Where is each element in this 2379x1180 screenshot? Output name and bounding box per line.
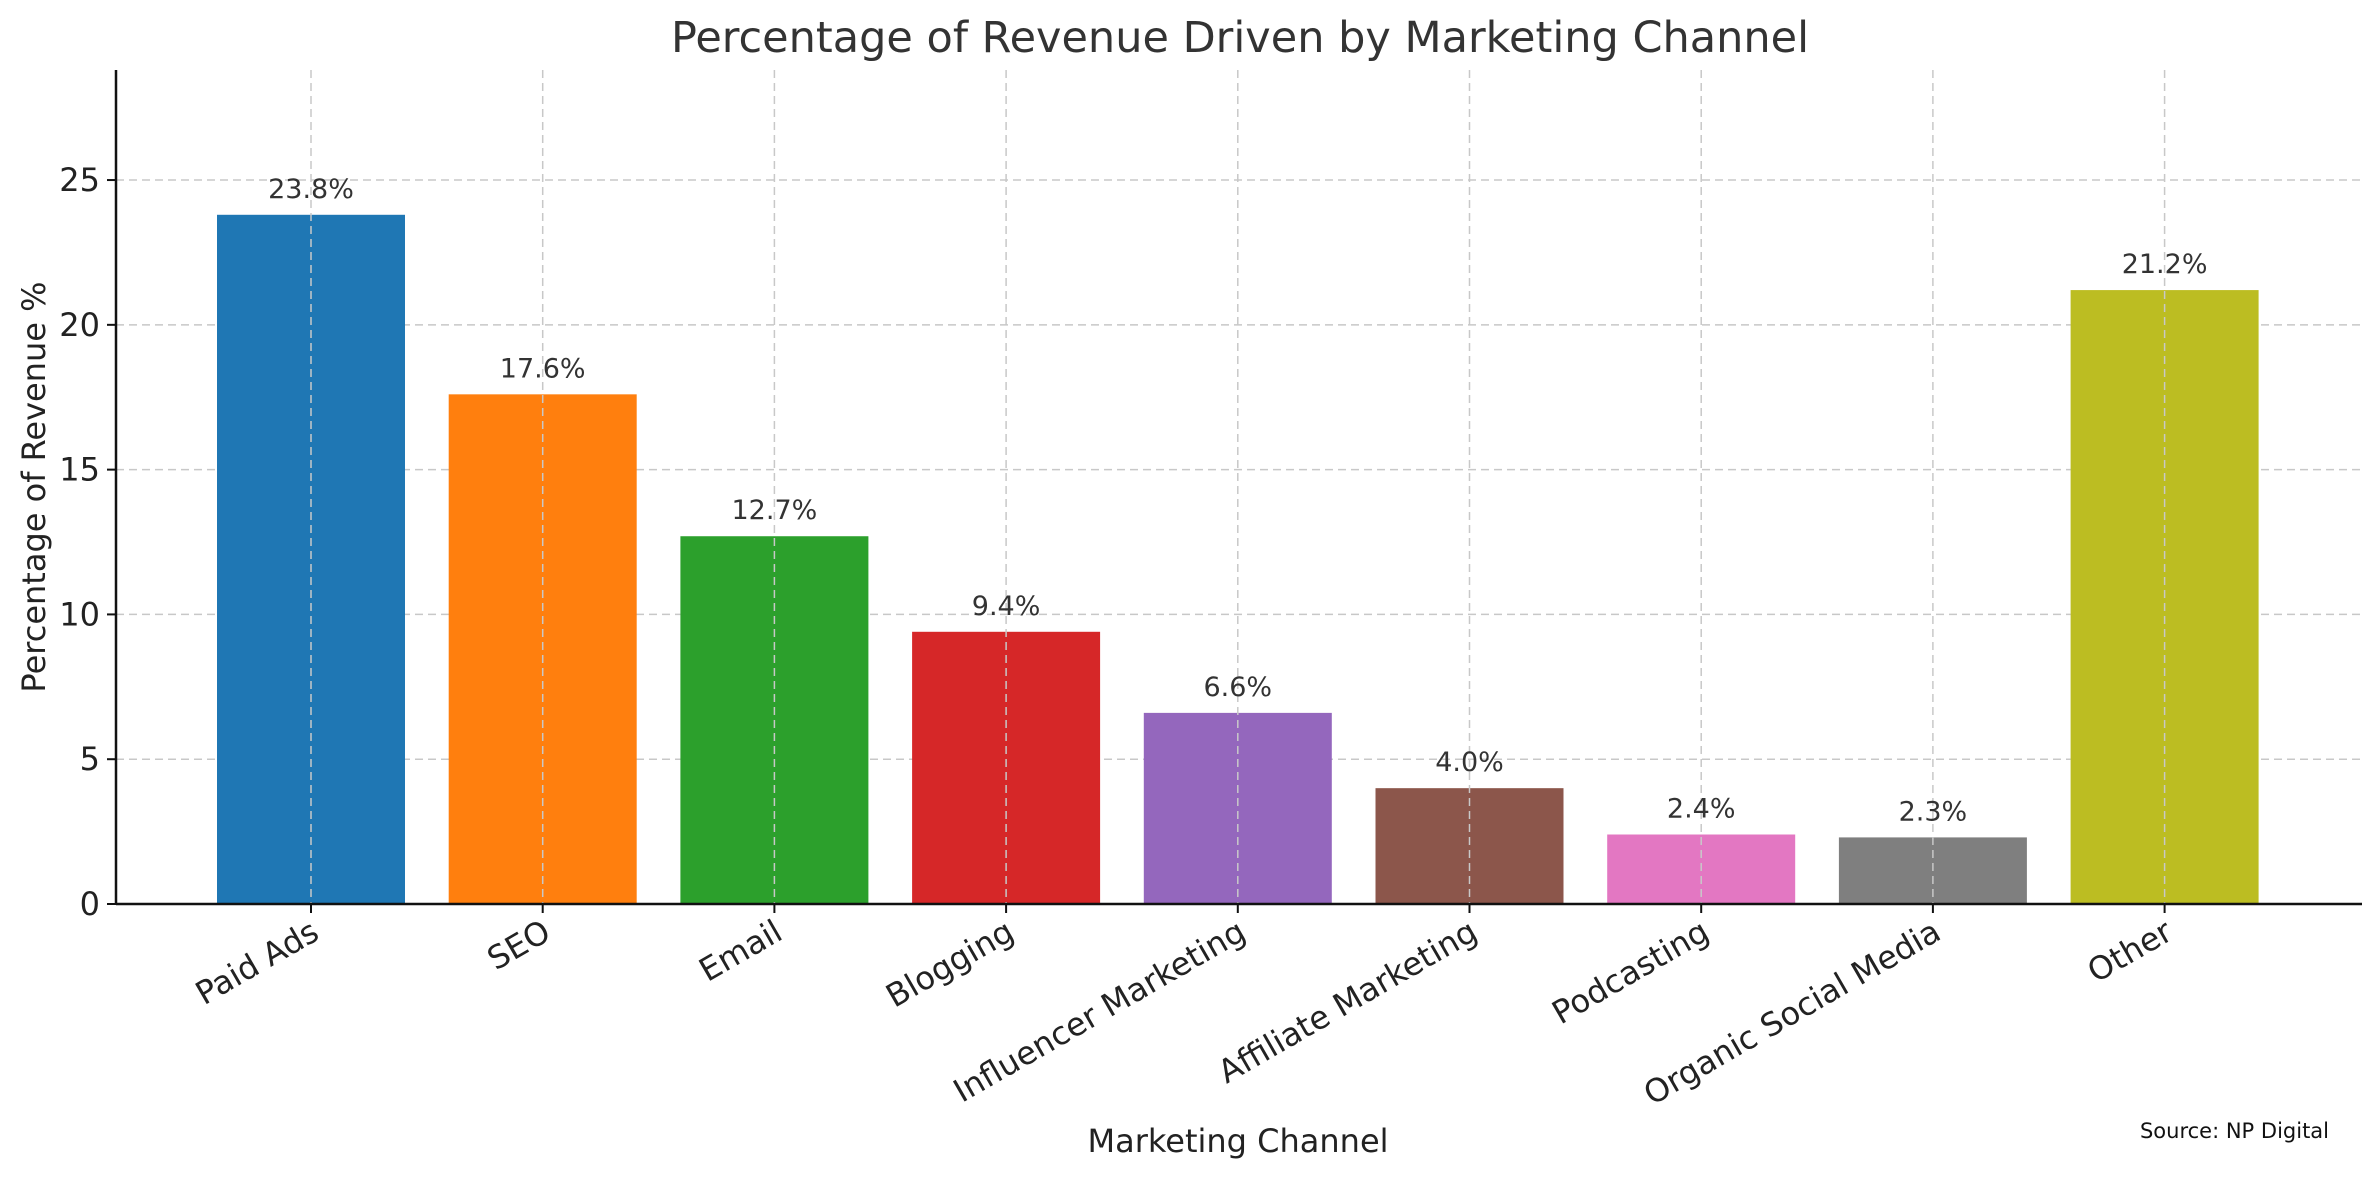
- data-label: 21.2%: [2122, 249, 2208, 280]
- data-label: 12.7%: [732, 495, 818, 526]
- data-label: 2.3%: [1899, 796, 1968, 827]
- bar: [1375, 788, 1564, 904]
- y-tick-label: 0: [80, 885, 100, 923]
- x-tick-label: Other: [2081, 912, 2179, 991]
- data-label: 9.4%: [972, 591, 1041, 622]
- y-tick-label: 5: [80, 740, 100, 778]
- data-labels: 23.8% 17.6% 12.7% 9.4% 6.6% 4.0% 2.4% 2.3% 21.2%: [268, 174, 2207, 828]
- bar: [1143, 712, 1332, 904]
- vertical-grid-lines: [310, 70, 2166, 904]
- data-label: 4.0%: [1435, 747, 1504, 778]
- axes: [114, 70, 2362, 906]
- y-tick-label: 20: [59, 306, 100, 344]
- x-tick-label: Email: [693, 912, 789, 989]
- x-tick-label: Podcasting: [1546, 912, 1716, 1032]
- x-tick-label: Paid Ads: [189, 912, 325, 1012]
- x-tick-label: Affiliate Marketing: [1212, 912, 1484, 1091]
- data-label: 2.4%: [1667, 794, 1736, 825]
- bars: [217, 214, 2259, 904]
- y-axis-ticks: 0 5 10 15 20 25: [59, 161, 116, 923]
- data-label: 17.6%: [500, 353, 586, 384]
- source-note: Source: NP Digital: [2140, 1119, 2329, 1143]
- y-tick-label: 10: [59, 595, 100, 633]
- x-tick-label: Blogging: [879, 912, 1020, 1015]
- data-label: 23.8%: [268, 174, 354, 205]
- bar: [912, 631, 1101, 904]
- y-tick-label: 25: [59, 161, 100, 199]
- chart-title: Percentage of Revenue Driven by Marketin…: [671, 13, 1809, 63]
- x-axis-label: Marketing Channel: [1087, 1122, 1388, 1160]
- y-tick-label: 15: [59, 451, 100, 489]
- data-label: 6.6%: [1203, 672, 1272, 703]
- x-tick-label: SEO: [481, 912, 557, 978]
- y-axis-label: Percentage of Revenue %: [15, 281, 53, 692]
